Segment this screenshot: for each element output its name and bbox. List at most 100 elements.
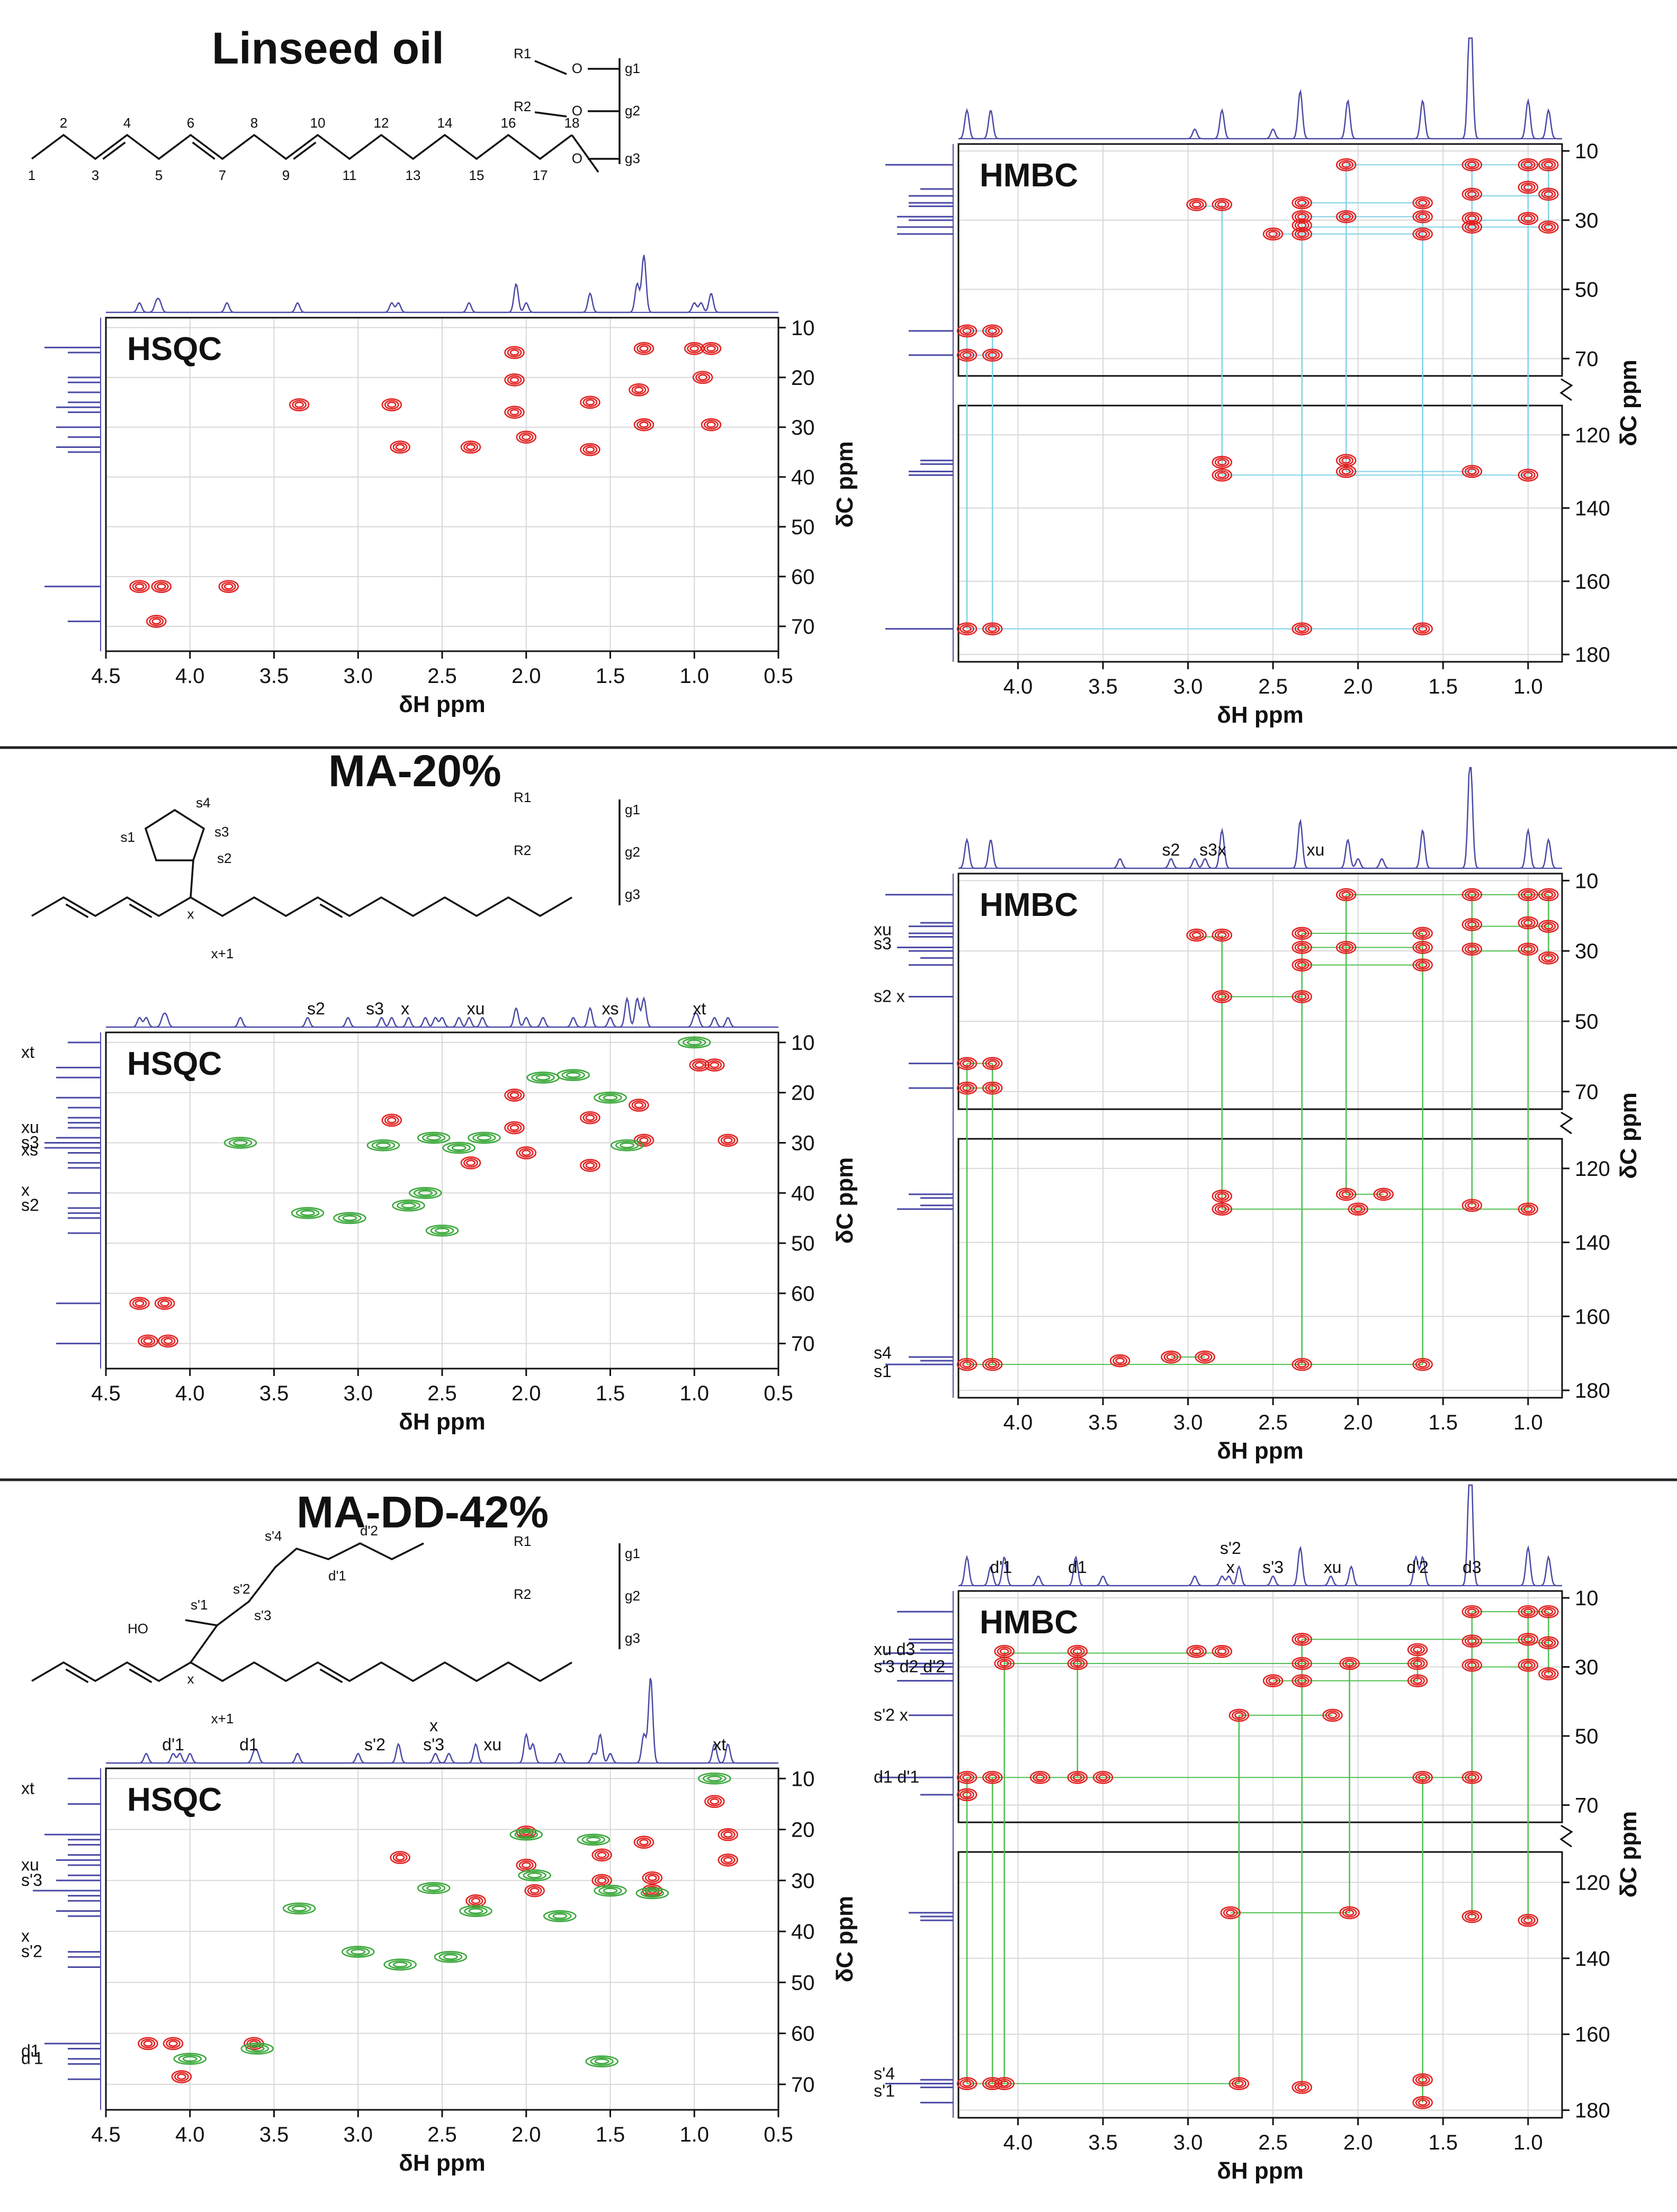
contour-ring — [1186, 1644, 1207, 1658]
contour-ring — [603, 1094, 618, 1101]
contour-ring — [1070, 1773, 1085, 1783]
contour-ring — [1262, 1674, 1284, 1687]
contour-ring — [1538, 1605, 1559, 1618]
peak-assignment-label: xs — [602, 999, 619, 1018]
y-axis-label: δC ppm — [832, 1157, 858, 1244]
atom-label: s'4 — [265, 1528, 282, 1544]
contour-ring — [1541, 921, 1556, 931]
plot-frame-lower — [957, 1138, 1563, 1399]
positive-cross-peak — [642, 1871, 663, 1885]
contour-ring — [561, 1071, 585, 1080]
positive-cross-peak — [1461, 1634, 1483, 1648]
positive-cross-peak — [1335, 941, 1357, 954]
contour-ring — [1376, 1189, 1391, 1199]
contour-ring — [704, 1795, 725, 1808]
r2-label: R2 — [514, 1586, 531, 1602]
contour-ring — [140, 1336, 156, 1346]
contour-ring — [1339, 1906, 1360, 1920]
contour-ring — [1228, 1709, 1250, 1722]
contour-ring — [223, 1137, 257, 1149]
panel-hmbc-madd42: 4.0 3.5 3.0 2.5 2.0 1.5 1.0 10 30 50 70 120 140 160 18… — [874, 1484, 1642, 2184]
contour-ring — [477, 1135, 492, 1141]
contour-ring — [985, 350, 1000, 360]
contour-ring — [644, 1890, 660, 1896]
glycerol-label: g3 — [625, 1630, 640, 1646]
positive-cross-peak — [1212, 198, 1233, 211]
contour-ring — [689, 1058, 710, 1072]
contour-ring — [1217, 201, 1227, 208]
contour-ring — [636, 420, 651, 430]
contour-ring — [1520, 160, 1536, 170]
peak-assignment-label: s3 — [1199, 840, 1217, 859]
contour-ring — [1520, 1607, 1536, 1617]
contour-ring — [1538, 1667, 1559, 1680]
contour-ring — [577, 1833, 611, 1846]
contour-ring — [1292, 219, 1312, 232]
contour-ring — [471, 1898, 481, 1904]
positive-cross-peak — [1538, 187, 1559, 201]
contour-ring — [295, 1208, 320, 1218]
contour-ring — [384, 400, 399, 410]
contour-ring — [633, 1836, 654, 1849]
contour-ring — [1541, 189, 1556, 199]
contour-ring — [1294, 624, 1310, 634]
contour-ring — [1294, 928, 1310, 938]
carbon-number: 12 — [374, 115, 389, 131]
carbon-number: 11 — [343, 167, 357, 183]
contour-ring — [1523, 1917, 1533, 1924]
contour-ring — [698, 374, 707, 381]
contour-ring — [387, 401, 397, 408]
peak-assignment-label: x — [429, 1716, 438, 1735]
contour-ring — [1212, 928, 1233, 942]
contour-ring — [292, 400, 307, 410]
contour-ring — [463, 1158, 478, 1168]
contour-ring — [1415, 624, 1430, 634]
contour-ring — [959, 1360, 974, 1370]
contour-ring — [171, 2070, 192, 2083]
y-axis-label: δC ppm — [1616, 1811, 1642, 1898]
negative-cross-peak — [434, 1950, 468, 1963]
contour-ring — [504, 346, 525, 359]
positive-cross-peak — [1292, 990, 1312, 1003]
contour-ring — [1294, 1360, 1310, 1370]
positive-cross-peak — [1412, 196, 1433, 210]
contour-ring — [636, 1837, 651, 1847]
positive-cross-peak — [524, 1884, 545, 1898]
negative-cross-peak — [594, 1091, 627, 1104]
positive-cross-peak — [1412, 210, 1433, 223]
section-title-madd42: MA-DD-42% — [297, 1487, 549, 1537]
positive-cross-peak — [1518, 1913, 1539, 1927]
positive-cross-peak — [718, 1828, 739, 1841]
positive-cross-peak — [138, 1334, 158, 1348]
y-tick-label: 180 — [1575, 643, 1610, 667]
contour-ring — [1467, 191, 1477, 197]
positive-cross-peak — [1292, 941, 1312, 954]
contour-ring — [1467, 891, 1477, 898]
y-tick-label: 50 — [1575, 278, 1599, 302]
contour-ring — [1339, 942, 1354, 952]
contour-ring — [639, 421, 649, 428]
contour-ring — [597, 1851, 607, 1858]
negative-cross-peak — [173, 2053, 207, 2065]
contour-ring — [636, 1135, 651, 1145]
positive-cross-peak — [701, 341, 722, 355]
contour-ring — [580, 395, 600, 409]
contour-ring — [1297, 222, 1307, 229]
contour-ring — [401, 1202, 416, 1209]
contour-ring — [1161, 1350, 1181, 1364]
contour-ring — [1523, 161, 1533, 168]
contour-ring — [704, 420, 719, 430]
contour-ring — [1294, 1634, 1310, 1644]
contour-ring — [1410, 1658, 1425, 1668]
x-tick-label: 3.5 — [259, 1382, 289, 1405]
positive-cross-peak — [982, 348, 1003, 362]
positive-cross-peak — [504, 346, 525, 359]
contour-ring — [1292, 196, 1312, 210]
contour-ring — [581, 1835, 606, 1845]
contour-ring — [417, 1131, 451, 1144]
positive-cross-peak — [289, 398, 310, 411]
contour-ring — [138, 1334, 158, 1348]
positive-cross-peak — [146, 615, 167, 628]
contour-ring — [1418, 231, 1428, 237]
positive-cross-peak — [580, 395, 600, 409]
